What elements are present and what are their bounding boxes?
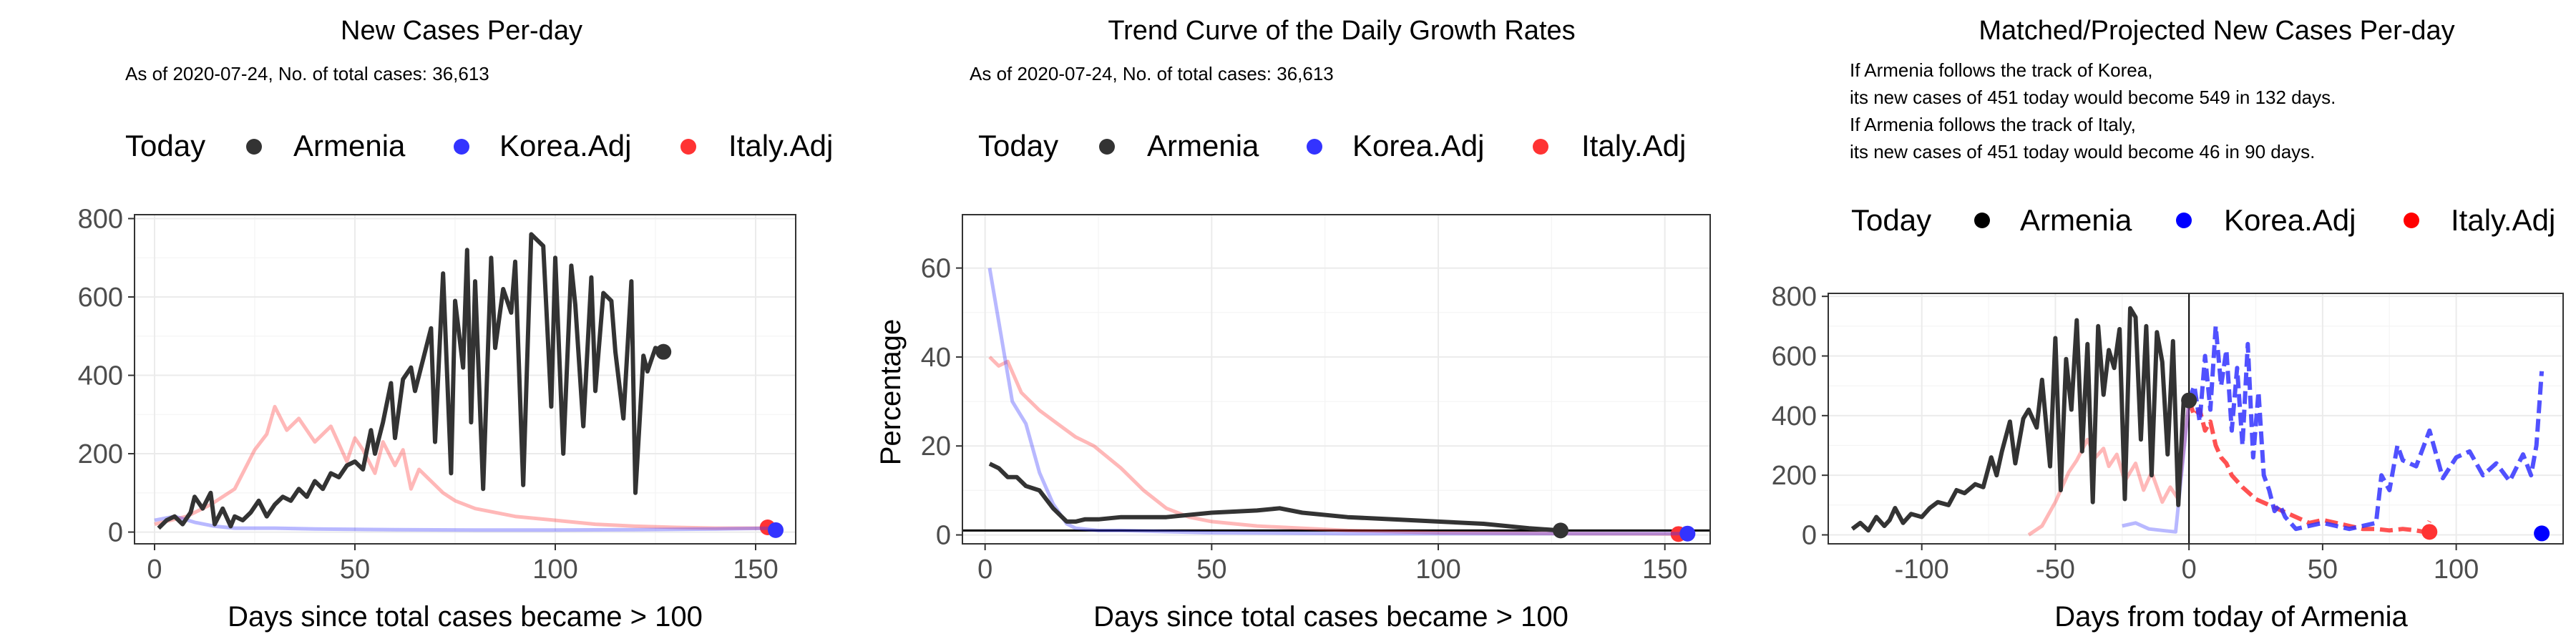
series-line-italy-adj	[154, 404, 768, 530]
legend-label-korea: Korea.Adj	[499, 129, 631, 162]
chart-subtitle: As of 2020-07-24, No. of total cases: 36…	[970, 63, 1334, 84]
y-axis-label: Percentage	[875, 319, 907, 466]
legend-label-italy: Italy.Adj	[728, 129, 833, 162]
legend-title: Today	[978, 129, 1058, 162]
series-line-korea-adj-projection	[2187, 323, 2545, 532]
y-tick-label: 20	[921, 431, 951, 462]
x-tick-label: 0	[2182, 555, 2197, 585]
x-tick-label: 0	[977, 555, 992, 585]
series-line-italy-adj	[988, 356, 1679, 536]
y-tick-label: 800	[78, 204, 123, 234]
today-point-armenia	[655, 343, 672, 360]
legend-key-armenia	[1974, 213, 1990, 228]
plot-frame	[962, 214, 1711, 545]
legend-key-korea	[1307, 139, 1322, 155]
plot-frame	[1828, 293, 2564, 545]
y-tick-label: 200	[78, 439, 123, 469]
legend-label-italy: Italy.Adj	[2451, 203, 2555, 237]
series-line-armenia	[157, 232, 665, 530]
y-tick-label: 0	[1802, 521, 1817, 551]
panel-growth-rates: Trend Curve of the Daily Growth Rates As…	[875, 16, 1711, 633]
today-point-korea-adj	[768, 522, 784, 538]
y-tick-label: 60	[921, 254, 951, 284]
legend-key-armenia	[1099, 139, 1115, 155]
today-point-italy-adj	[2421, 524, 2438, 540]
y-tick-label: 0	[936, 521, 951, 551]
y-tick-label: 40	[921, 343, 951, 373]
x-tick-label: 150	[1642, 555, 1687, 585]
legend-label-armenia: Armenia	[2020, 203, 2132, 237]
x-tick-label: 50	[2308, 555, 2338, 585]
x-axis-label: Days since total cases became > 100	[1093, 601, 1568, 633]
series-line-korea-adj	[154, 514, 776, 532]
y-tick-label: 400	[78, 361, 123, 391]
series-line-italy-adj-history	[2027, 400, 2191, 537]
legend-label-armenia: Armenia	[1147, 129, 1259, 162]
legend: Today Armenia Korea.Adj Italy.Adj	[125, 129, 833, 162]
chart-title: Trend Curve of the Daily Growth Rates	[1108, 16, 1575, 46]
y-tick-label: 600	[1772, 342, 1817, 372]
plot-frame	[134, 214, 796, 545]
legend-key-armenia	[246, 139, 262, 155]
series-line-korea-adj-history	[2122, 400, 2191, 534]
legend-label-armenia: Armenia	[293, 129, 406, 162]
y-tick-label: 0	[108, 518, 123, 548]
today-point-korea-adj	[2534, 525, 2550, 542]
legend-key-italy	[2404, 213, 2419, 228]
legend-key-italy	[1533, 139, 1548, 155]
chart-title: Matched/Projected New Cases Per-day	[1979, 16, 2454, 46]
legend-key-italy	[680, 139, 696, 155]
y-tick-label: 200	[1772, 461, 1817, 491]
chart-subtitle-line-4: its new cases of 451 today would become …	[1850, 141, 2315, 162]
series-line-korea-adj	[987, 268, 1688, 536]
legend-title: Today	[1851, 203, 1931, 237]
plot-area: 0 50 100 150 0 200 400 600 800	[78, 204, 796, 585]
x-tick-label: 50	[340, 555, 370, 585]
x-tick-label: 0	[147, 555, 162, 585]
legend: Today Armenia Korea.Adj Italy.Adj	[1851, 203, 2555, 237]
x-tick-label: 50	[1196, 555, 1226, 585]
x-tick-label: 100	[1415, 555, 1460, 585]
legend-label-italy: Italy.Adj	[1581, 129, 1686, 162]
legend-key-korea	[2176, 213, 2192, 228]
panel-projected: Matched/Projected New Cases Per-day If A…	[1772, 16, 2564, 633]
chart-title: New Cases Per-day	[341, 16, 582, 46]
series-line-armenia	[1850, 306, 2190, 533]
legend: Today Armenia Korea.Adj Italy.Adj	[978, 129, 1686, 162]
y-tick-label: 800	[1772, 282, 1817, 312]
x-tick-label: 150	[733, 555, 778, 585]
panel-new-cases: New Cases Per-day As of 2020-07-24, No. …	[78, 16, 834, 633]
y-tick-label: 400	[1772, 401, 1817, 431]
today-point-armenia	[1553, 522, 1568, 539]
legend-key-korea	[454, 139, 469, 155]
y-tick-label: 600	[78, 283, 123, 313]
chart-subtitle-line-1: If Armenia follows the track of Korea,	[1850, 59, 2152, 81]
legend-title: Today	[125, 129, 205, 162]
legend-label-korea: Korea.Adj	[1352, 129, 1484, 162]
chart-subtitle-line-2: its new cases of 451 today would become …	[1850, 87, 2336, 108]
x-tick-label: -50	[2036, 555, 2075, 585]
legend-label-korea: Korea.Adj	[2224, 203, 2356, 237]
plot-area: -100 -50 0 50 100 0 200 400 600 800	[1772, 282, 2564, 585]
chart-subtitle-line-3: If Armenia follows the track of Italy,	[1850, 114, 2136, 135]
x-tick-label: 100	[2434, 555, 2479, 585]
x-tick-label: 100	[532, 555, 577, 585]
plot-area: 0 50 100 150 0 20 40 60	[921, 214, 1711, 585]
today-point-armenia	[2181, 392, 2197, 409]
x-tick-label: -100	[1895, 555, 1949, 585]
today-point-korea-adj	[1679, 525, 1696, 542]
x-axis-label: Days since total cases became > 100	[228, 601, 703, 633]
x-axis-label: Days from today of Armenia	[2054, 601, 2408, 633]
chart-subtitle: As of 2020-07-24, No. of total cases: 36…	[125, 63, 489, 84]
series-line-armenia	[988, 462, 1561, 533]
